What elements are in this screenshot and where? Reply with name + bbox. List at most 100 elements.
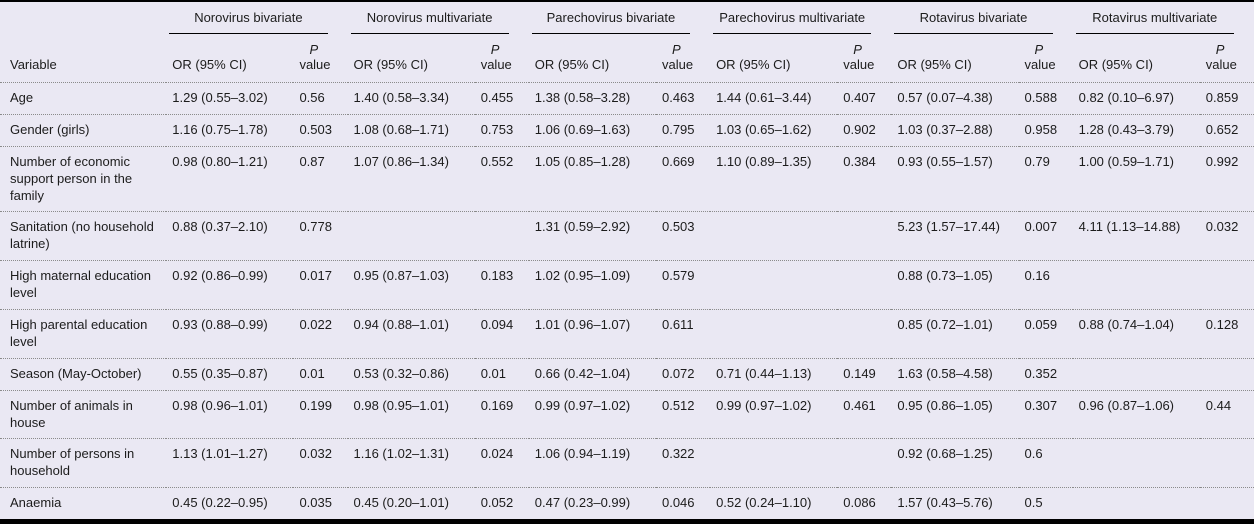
or-ci-cell: 0.71 (0.44–1.13) bbox=[716, 365, 812, 381]
p-value-cell: 0.588 bbox=[1024, 90, 1058, 105]
group-header-label: Parechovirus multivariate bbox=[713, 10, 872, 34]
variable-cell: Season (May-October) bbox=[10, 365, 142, 381]
p-value-cell: 0.992 bbox=[1205, 153, 1239, 169]
p-value-cell: 0.44 bbox=[1205, 397, 1232, 413]
p-value-cell: 0.199 bbox=[299, 397, 332, 413]
p-value-cell bbox=[1200, 358, 1254, 390]
or-ci-cell: 1.31 (0.59–2.92) bbox=[534, 219, 631, 235]
or-ci-cell: 1.05 (0.85–1.28) bbox=[534, 153, 631, 169]
or-ci-cell: 1.16 (1.02–1.31) bbox=[353, 446, 449, 462]
or-ci-cell: 0.82 (0.10–6.97) bbox=[1078, 90, 1175, 105]
variable-cell: Number of animals in house bbox=[10, 397, 133, 430]
p-value-cell: 0.611 bbox=[661, 317, 694, 333]
or-ci-cell bbox=[710, 212, 837, 261]
group-header-row: Norovirus bivariate Norovirus multivariat… bbox=[0, 1, 1254, 34]
p-header-italic: P bbox=[1215, 42, 1225, 57]
p-value-cell: 0.149 bbox=[843, 365, 876, 381]
table-header: Norovirus bivariate Norovirus multivariat… bbox=[0, 1, 1254, 83]
or-ci-cell: 0.96 (0.87–1.06) bbox=[1078, 397, 1175, 413]
p-value-cell: 0.552 bbox=[480, 153, 514, 169]
or-ci-cell: 0.93 (0.88–0.99) bbox=[172, 317, 268, 333]
or-ci-cell: 0.53 (0.32–0.86) bbox=[353, 365, 449, 381]
p-value-cell bbox=[1200, 261, 1254, 310]
p-value-cell: 0.778 bbox=[299, 219, 332, 235]
table-body: Age 1.29 (0.55–3.02) 0.56 1.40 (0.58–3.34) 0… bbox=[0, 82, 1254, 522]
or-ci-cell bbox=[1073, 488, 1200, 522]
or-ci-cell: 1.29 (0.55–3.02) bbox=[172, 90, 268, 105]
p-header-italic: P bbox=[1034, 42, 1044, 57]
p-value-cell: 0.017 bbox=[299, 268, 332, 284]
table-row: Age 1.29 (0.55–3.02) 0.56 1.40 (0.58–3.34) 0… bbox=[0, 82, 1254, 115]
p-header-value-word: value bbox=[843, 57, 875, 72]
p-value-cell: 0.046 bbox=[661, 495, 695, 511]
p-value-cell bbox=[837, 261, 891, 310]
or-ci-cell: 0.98 (0.96–1.01) bbox=[172, 397, 268, 413]
or-ci-cell: 1.07 (0.86–1.34) bbox=[353, 153, 449, 169]
table-row: Season (May-October) 0.55 (0.35–0.87) 0.01… bbox=[0, 358, 1254, 390]
or-ci-cell: 0.92 (0.68–1.25) bbox=[897, 446, 993, 462]
or-ci-cell: 1.57 (0.43–5.76) bbox=[897, 495, 993, 511]
group-header-label: Norovirus bivariate bbox=[169, 10, 328, 34]
group-header-label: Norovirus multivariate bbox=[350, 10, 509, 34]
or-ci-cell: 1.08 (0.68–1.71) bbox=[353, 121, 449, 137]
corner-cell bbox=[0, 1, 166, 34]
variable-cell: Number of persons in household bbox=[10, 446, 135, 479]
or-ci-cell: 0.45 (0.22–0.95) bbox=[172, 495, 268, 511]
or-ci-cell: 0.85 (0.72–1.01) bbox=[897, 317, 993, 333]
or-ci-cell: 0.55 (0.35–0.87) bbox=[172, 365, 268, 381]
or-ci-cell: 1.13 (1.01–1.27) bbox=[172, 446, 268, 462]
p-value-cell: 0.669 bbox=[661, 153, 695, 169]
p-value-cell: 0.086 bbox=[843, 495, 876, 511]
or-ci-cell: 0.52 (0.24–1.10) bbox=[716, 495, 812, 511]
group-header-5: Rotavirus bivariate bbox=[891, 1, 1072, 34]
or-ci-cell: 1.38 (0.58–3.28) bbox=[534, 90, 631, 105]
p-header-italic: P bbox=[309, 42, 319, 57]
p-value-cell: 0.859 bbox=[1205, 90, 1239, 105]
group-header-label: Rotavirus multivariate bbox=[1075, 10, 1234, 34]
p-value-cell bbox=[475, 212, 529, 261]
p-value-cell: 0.958 bbox=[1024, 121, 1058, 137]
p-value-cell: 0.01 bbox=[299, 365, 325, 381]
p-value-cell: 0.128 bbox=[1205, 317, 1239, 333]
p-value-cell: 0.579 bbox=[661, 268, 695, 284]
table-row: Gender (girls) 1.16 (0.75–1.78) 0.503 1.08 … bbox=[0, 114, 1254, 146]
p-value-cell: 0.035 bbox=[299, 495, 332, 511]
p-value-cell bbox=[1200, 439, 1254, 488]
p-header-value-word: value bbox=[1024, 57, 1056, 72]
or-ci-cell bbox=[710, 310, 837, 359]
variable-column-header: Variable bbox=[10, 57, 57, 72]
variable-cell: Anaemia bbox=[10, 495, 62, 511]
or-ci-cell: 0.98 (0.95–1.01) bbox=[353, 397, 449, 413]
or-ci-column-header: OR (95% CI) bbox=[1078, 57, 1154, 72]
or-ci-cell bbox=[1073, 261, 1200, 310]
table-row: Number of animals in house 0.98 (0.96–1.0… bbox=[0, 390, 1254, 439]
or-ci-cell: 0.94 (0.88–1.01) bbox=[353, 317, 449, 333]
p-value-cell bbox=[1200, 488, 1254, 522]
p-value-cell: 0.01 bbox=[480, 365, 507, 381]
or-ci-cell: 1.00 (0.59–1.71) bbox=[1078, 153, 1175, 169]
p-value-cell bbox=[837, 439, 891, 488]
variable-cell: Number of economic support person in the… bbox=[10, 153, 133, 203]
or-ci-cell: 1.06 (0.69–1.63) bbox=[534, 121, 631, 137]
p-value-cell: 0.503 bbox=[299, 121, 332, 137]
p-value-cell bbox=[837, 212, 891, 261]
p-value-cell: 0.052 bbox=[480, 495, 514, 511]
p-value-cell: 0.503 bbox=[661, 219, 695, 235]
or-ci-cell: 0.88 (0.73–1.05) bbox=[897, 268, 993, 284]
or-ci-cell: 1.03 (0.37–2.88) bbox=[897, 121, 993, 137]
or-ci-cell: 0.47 (0.23–0.99) bbox=[534, 495, 631, 511]
or-ci-cell: 4.11 (1.13–14.88) bbox=[1078, 219, 1181, 235]
p-value-cell: 0.16 bbox=[1024, 268, 1050, 284]
or-ci-cell: 1.03 (0.65–1.62) bbox=[716, 121, 812, 137]
or-ci-cell: 0.88 (0.74–1.04) bbox=[1078, 317, 1175, 333]
group-header-6: Rotavirus multivariate bbox=[1073, 1, 1254, 34]
or-ci-column-header: OR (95% CI) bbox=[897, 57, 972, 72]
or-ci-cell: 0.93 (0.55–1.57) bbox=[897, 153, 993, 169]
or-ci-cell: 1.02 (0.95–1.09) bbox=[534, 268, 631, 284]
group-header-label: Parechovirus bivariate bbox=[531, 10, 691, 34]
or-ci-cell: 1.28 (0.43–3.79) bbox=[1078, 121, 1175, 137]
